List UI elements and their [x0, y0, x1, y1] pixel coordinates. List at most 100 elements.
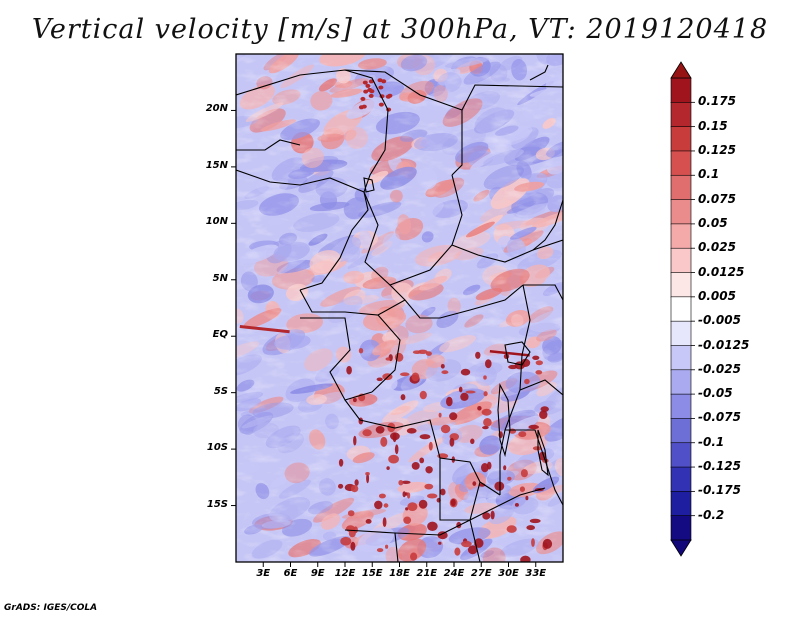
updraft-cell	[380, 436, 388, 447]
border-uganda-kenya	[523, 284, 563, 301]
colorbar-swatch	[670, 223, 692, 249]
updraft-cell	[535, 370, 543, 375]
updraft-cell	[441, 370, 449, 375]
updraft-cell	[482, 512, 491, 520]
colorbar-swatch	[670, 126, 692, 152]
border-congo-drc	[371, 314, 401, 393]
updraft-cell	[525, 495, 529, 501]
updraft-cell	[494, 481, 505, 491]
border-gabon-congo	[300, 317, 373, 401]
lat-tick-label: 10S	[206, 442, 228, 454]
field-texture	[236, 54, 563, 562]
colorbar-label: 0.0125	[698, 264, 745, 279]
updraft-cell	[486, 461, 492, 470]
updraft-cell	[425, 466, 433, 474]
updraft-cell	[406, 428, 417, 434]
updraft-cell	[472, 481, 477, 486]
updraft-cell	[400, 394, 406, 401]
updraft-cell	[378, 85, 384, 90]
updraft-cell	[350, 541, 356, 551]
coastline-north	[529, 64, 549, 81]
colorbar-label: -0.025	[698, 361, 741, 376]
border-niger-chad	[344, 69, 389, 193]
lat-tick-label: 15S	[206, 498, 228, 510]
border-cameroon-congo	[299, 289, 406, 316]
lon-tick-label: 27E	[470, 568, 492, 579]
lake-tanganyika	[497, 383, 511, 458]
colorbar-swatch	[670, 272, 692, 298]
updraft-cell	[381, 79, 387, 84]
updraft-cell	[418, 499, 428, 509]
updraft-cell	[358, 348, 364, 354]
updraft-cell	[524, 378, 530, 385]
updraft-cell	[446, 396, 453, 407]
updraft-cell	[419, 434, 431, 440]
border-libya-chad	[236, 69, 463, 176]
updraft-cell	[427, 493, 438, 499]
lat-tick-label: 5N	[212, 272, 228, 284]
updraft-cell	[402, 491, 406, 498]
updraft-cell	[361, 104, 367, 109]
updraft-cell	[375, 426, 385, 434]
updraft-cell	[506, 525, 517, 533]
strong-updraft-cells	[239, 78, 553, 562]
colorbar-swatch	[670, 320, 692, 347]
map-title: Vertical velocity [m/s] at 300hPa, VT: 2…	[31, 14, 769, 45]
border-ethiopia	[532, 199, 563, 251]
border-drc-angola	[344, 399, 501, 496]
updraft-cell	[376, 377, 383, 382]
border-nigeria-cameroon	[299, 191, 369, 291]
colorbar-swatch	[670, 77, 692, 104]
updraft-cell	[394, 444, 399, 455]
colorbar-swatch	[670, 466, 692, 493]
colorbar-max-arrow	[670, 61, 692, 79]
lon-tick-label: 12E	[334, 568, 356, 579]
lat-tick-label: EQ	[212, 329, 228, 341]
updraft-cell	[362, 429, 372, 437]
updraft-cell	[449, 412, 458, 421]
axis-ticks	[231, 109, 537, 567]
colorbar-swatch	[670, 102, 692, 128]
updraft-cell	[482, 426, 489, 430]
lon-tick-label: 21E	[416, 568, 438, 579]
updraft-cell	[461, 540, 472, 548]
updraft-cell	[338, 483, 344, 489]
colorbar-swatch	[670, 174, 692, 201]
updraft-cell	[470, 438, 475, 445]
vertical-velocity-field	[236, 54, 563, 562]
updraft-cell	[347, 510, 355, 517]
colorbar-label: -0.1	[698, 434, 725, 449]
updraft-cell	[365, 472, 370, 476]
updraft-cell	[383, 503, 389, 508]
updraft-cell	[438, 412, 442, 418]
lon-tick-label: 33E	[525, 568, 547, 579]
updraft-cell	[477, 406, 482, 411]
updraft-cell	[385, 544, 389, 549]
updraft-cell	[440, 424, 451, 434]
colorbar-label: -0.075	[698, 410, 741, 425]
updraft-cell	[539, 410, 548, 420]
updraft-cell	[376, 548, 384, 553]
updraft-cell	[340, 536, 352, 546]
border-mali-niger	[236, 139, 301, 151]
updraft-cell	[535, 360, 543, 366]
updraft-cell	[503, 465, 507, 471]
colorbar-swatch	[670, 515, 692, 541]
updraft-cell	[531, 538, 535, 547]
updraft-cell	[350, 485, 359, 493]
colorbar-label: -0.05	[698, 386, 733, 401]
updraft-cell	[398, 480, 404, 486]
updraft-cell	[490, 510, 495, 520]
updraft-cell	[520, 555, 531, 562]
colorbar-label: 0.1	[698, 167, 720, 182]
updraft-cell	[387, 93, 393, 98]
colorbar-label: -0.2	[698, 507, 725, 522]
updraft-cell	[458, 386, 463, 393]
colorbar-swatch	[670, 345, 692, 371]
updraft-cell	[378, 493, 386, 499]
updraft-band	[239, 325, 290, 334]
lake-chad	[363, 177, 375, 193]
updraft-cell	[483, 375, 487, 380]
updraft-cell	[405, 507, 409, 511]
